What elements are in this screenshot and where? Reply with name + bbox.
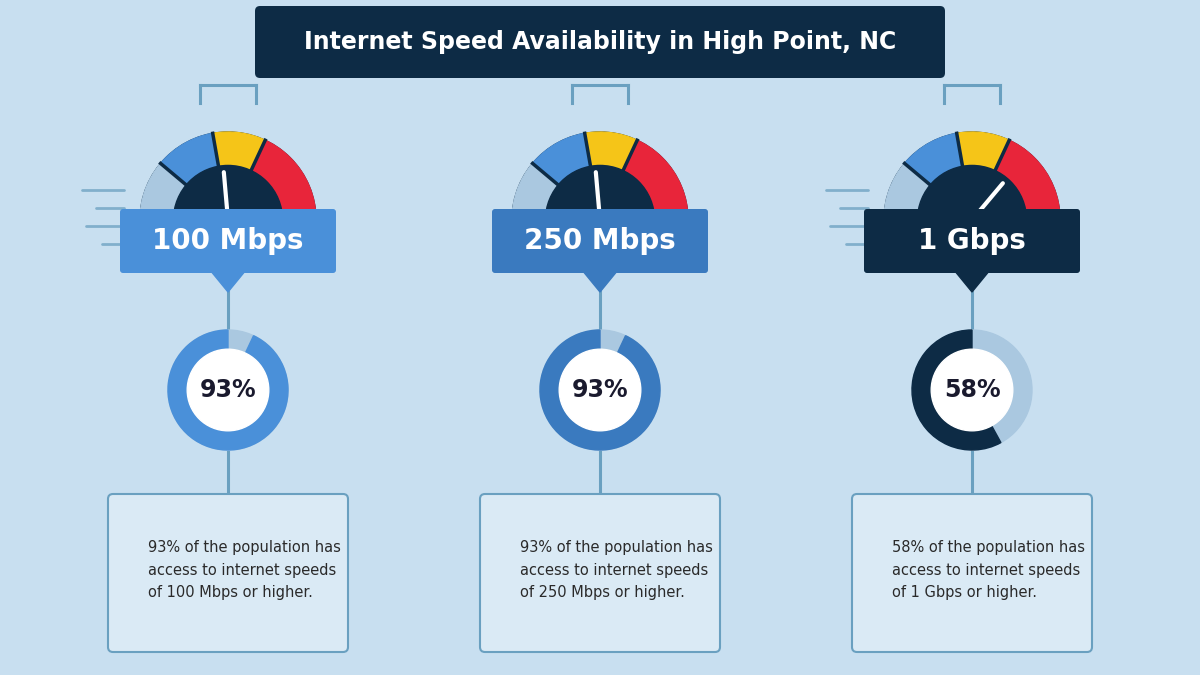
Wedge shape: [174, 165, 282, 220]
Text: Internet Speed Availability in High Point, NC: Internet Speed Availability in High Poin…: [304, 30, 896, 54]
Circle shape: [187, 349, 269, 431]
FancyBboxPatch shape: [852, 494, 1092, 652]
Wedge shape: [912, 330, 1001, 450]
Text: 1 Gbps: 1 Gbps: [918, 227, 1026, 255]
Circle shape: [130, 122, 326, 319]
Wedge shape: [546, 165, 654, 220]
Wedge shape: [540, 330, 660, 450]
Text: 250 Mbps: 250 Mbps: [524, 227, 676, 255]
Wedge shape: [995, 140, 1060, 220]
Circle shape: [502, 122, 698, 319]
Wedge shape: [512, 132, 688, 220]
Wedge shape: [533, 134, 590, 185]
Text: 100 Mbps: 100 Mbps: [152, 227, 304, 255]
Wedge shape: [140, 132, 316, 220]
Polygon shape: [210, 270, 246, 292]
FancyBboxPatch shape: [108, 494, 348, 652]
Wedge shape: [623, 140, 688, 220]
Wedge shape: [168, 330, 288, 450]
Polygon shape: [954, 270, 990, 292]
FancyBboxPatch shape: [864, 209, 1080, 273]
Bar: [127, 215, 329, 233]
Text: 93%: 93%: [199, 378, 257, 402]
Wedge shape: [168, 330, 288, 450]
Wedge shape: [884, 163, 930, 220]
Wedge shape: [918, 165, 1026, 220]
Wedge shape: [956, 132, 1009, 171]
Wedge shape: [512, 163, 558, 220]
Wedge shape: [584, 132, 637, 171]
Text: 93% of the population has
access to internet speeds
of 250 Mbps or higher.: 93% of the population has access to inte…: [520, 541, 713, 600]
Text: 93%: 93%: [571, 378, 629, 402]
Text: 93% of the population has
access to internet speeds
of 100 Mbps or higher.: 93% of the population has access to inte…: [148, 541, 341, 600]
Wedge shape: [140, 163, 186, 220]
Circle shape: [874, 122, 1070, 319]
Wedge shape: [905, 134, 962, 185]
Polygon shape: [582, 270, 618, 292]
Circle shape: [559, 349, 641, 431]
Wedge shape: [251, 140, 316, 220]
Wedge shape: [912, 330, 1032, 450]
Wedge shape: [884, 132, 1060, 220]
Bar: [871, 215, 1073, 233]
FancyBboxPatch shape: [492, 209, 708, 273]
Wedge shape: [212, 132, 265, 171]
Wedge shape: [540, 330, 660, 450]
FancyBboxPatch shape: [256, 6, 946, 78]
Text: 58% of the population has
access to internet speeds
of 1 Gbps or higher.: 58% of the population has access to inte…: [892, 541, 1085, 600]
Wedge shape: [161, 134, 218, 185]
FancyBboxPatch shape: [120, 209, 336, 273]
Bar: [499, 215, 701, 233]
FancyBboxPatch shape: [480, 494, 720, 652]
Text: 58%: 58%: [943, 378, 1001, 402]
Circle shape: [931, 349, 1013, 431]
